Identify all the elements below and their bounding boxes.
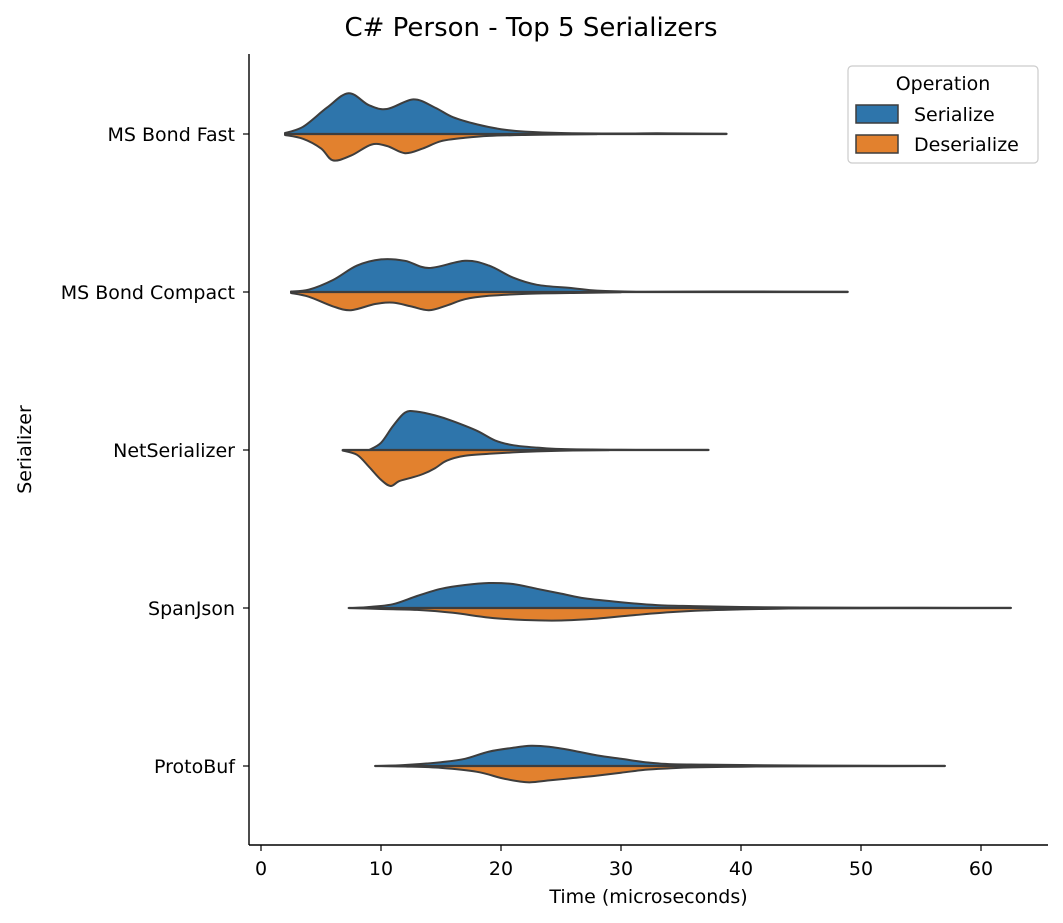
legend: Operation Serialize Deserialize [847,65,1039,164]
legend-title: Operation [896,73,991,95]
legend-entries: Serialize Deserialize [855,104,1019,156]
violin-deserialize-protobuf [377,765,922,784]
y-tick-label: ProtoBuf [154,756,236,778]
x-axis-label: Time (microseconds) [548,886,747,908]
x-tick-label: 60 [969,858,993,880]
y-tick-label: MS Bond Compact [61,282,235,304]
x-tick-label: 0 [255,858,267,880]
violins-layer [284,92,1012,784]
legend-entry-label: Deserialize [914,134,1019,156]
violin-deserialize-netserializer [341,449,610,487]
violin-serialize-spanjson [350,581,1012,609]
y-tick-label: NetSerializer [113,440,235,462]
x-tick-label: 50 [849,858,873,880]
legend-entry-label: Serialize [914,104,995,126]
y-tick-label: MS Bond Fast [108,124,235,146]
x-tick-label: 20 [489,858,513,880]
violin-serialize-ms-bond-fast [284,92,728,135]
y-tick-label: SpanJson [148,598,235,620]
legend-swatch [855,134,899,154]
y-axis-label: Serializer [14,405,36,494]
x-tick-label: 10 [369,858,393,880]
violin-serialize-ms-bond-compact [290,258,849,293]
violin-deserialize-ms-bond-fast [284,133,598,162]
violin-deserialize-ms-bond-compact [290,291,622,312]
violin-serialize-netserializer [368,410,710,451]
x-tick-label: 30 [609,858,633,880]
x-ticks: 0 10 20 30 40 50 60 [255,845,993,880]
y-ticks: MS Bond Fast MS Bond Compact NetSerializer… [61,124,249,778]
legend-swatch [855,104,899,124]
x-tick-label: 40 [729,858,753,880]
violin-serialize-protobuf [374,744,946,767]
chart-title: C# Person - Top 5 Serializers [344,13,717,43]
violin-deserialize-spanjson [347,607,1006,622]
